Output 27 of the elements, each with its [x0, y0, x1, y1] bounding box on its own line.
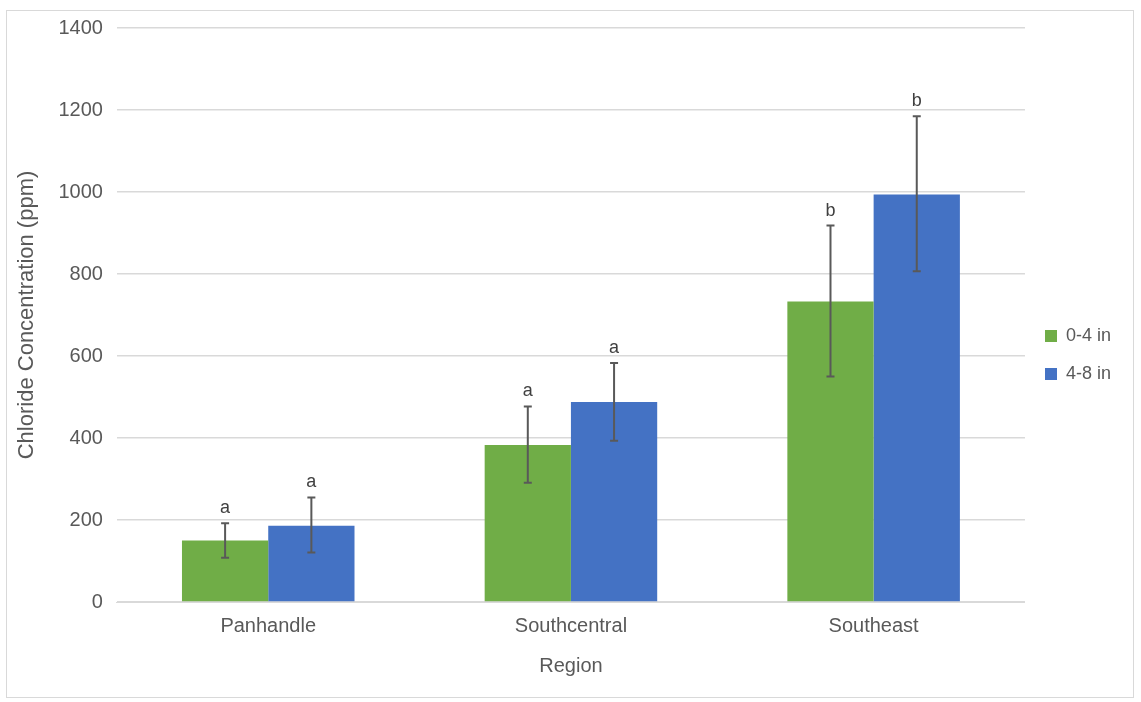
- x-tick-label: Southeast: [828, 613, 920, 636]
- y-tick-label: 1200: [58, 97, 103, 120]
- y-tick-label: 0: [91, 589, 103, 612]
- y-tick-label: 1000: [58, 179, 103, 202]
- annotation: a: [220, 497, 232, 518]
- bar: [570, 401, 658, 602]
- x-tick-label: Panhandle: [220, 613, 317, 636]
- x-tick-label: Southcentral: [514, 613, 628, 636]
- annotation: a: [609, 336, 621, 357]
- bar: [181, 540, 269, 602]
- annotation: a: [306, 471, 318, 492]
- y-tick-label: 1400: [58, 15, 103, 38]
- annotation: b: [825, 199, 836, 220]
- x-axis-title: Region: [539, 653, 603, 676]
- legend-label: 0-4 in: [1065, 324, 1111, 345]
- annotation: b: [911, 90, 922, 111]
- y-axis-title: Chloride Concentration (ppm): [13, 170, 39, 460]
- legend-label: 4-8 in: [1065, 362, 1111, 383]
- y-tick-label: 800: [69, 261, 103, 284]
- bar: [873, 194, 960, 602]
- y-tick-label: 200: [69, 507, 103, 530]
- bar: [484, 444, 571, 602]
- bar: [787, 301, 874, 602]
- y-tick-label: 600: [69, 343, 103, 366]
- bar: [268, 525, 355, 602]
- y-tick-label: 400: [69, 425, 103, 448]
- annotation: a: [522, 380, 534, 401]
